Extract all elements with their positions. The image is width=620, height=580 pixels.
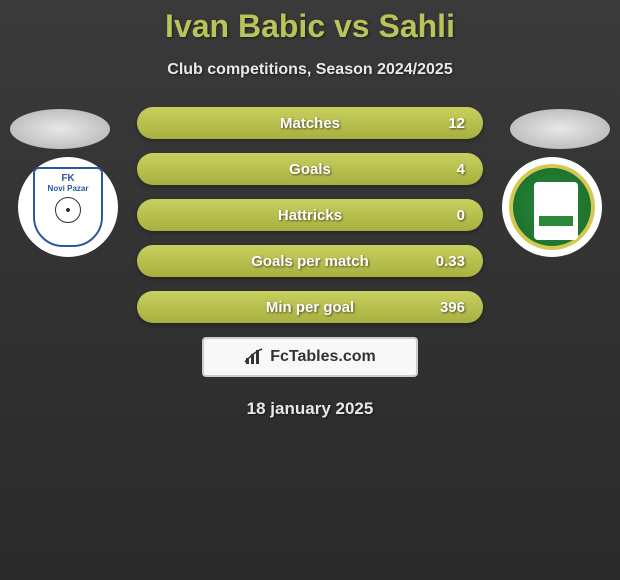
club-left-short: FK: [61, 173, 74, 184]
stat-right-value: 4: [425, 161, 465, 178]
stat-right-value: 0: [425, 207, 465, 224]
stat-right-value: 0.33: [425, 253, 465, 270]
date-text: 18 january 2025: [0, 399, 620, 419]
stat-right-value: 396: [425, 299, 465, 316]
stat-label: Goals per match: [195, 253, 425, 270]
subtitle: Club competitions, Season 2024/2025: [0, 61, 620, 79]
stat-label: Goals: [195, 161, 425, 178]
stat-label: Min per goal: [195, 299, 425, 316]
brand-text: FcTables.com: [270, 348, 376, 366]
football-icon: [55, 197, 81, 223]
brand-badge[interactable]: FcTables.com: [202, 337, 418, 377]
stat-label: Hattricks: [195, 207, 425, 224]
bar-chart-icon: [244, 348, 264, 366]
page-title: Ivan Babic vs Sahli: [0, 0, 620, 45]
stat-label: Matches: [195, 115, 425, 132]
gyori-eto-crest-icon: [509, 164, 595, 250]
club-left-sub: Novi Pazar: [48, 184, 89, 193]
stat-row-matches: Matches 12: [137, 107, 483, 139]
stat-row-goals: Goals 4: [137, 153, 483, 185]
stats-list: Matches 12 Goals 4 Hattricks 0 Goals per…: [137, 107, 483, 323]
club-logo-right: [502, 157, 602, 257]
player-silhouette-left: [10, 109, 110, 149]
comparison-area: FK Novi Pazar Matches 12 Goals 4 Hattric…: [0, 107, 620, 419]
stat-row-hattricks: Hattricks 0: [137, 199, 483, 231]
stat-row-min-per-goal: Min per goal 396: [137, 291, 483, 323]
club-logo-left: FK Novi Pazar: [18, 157, 118, 257]
novi-pazar-shield-icon: FK Novi Pazar: [33, 167, 103, 247]
stat-right-value: 12: [425, 115, 465, 132]
stat-row-goals-per-match: Goals per match 0.33: [137, 245, 483, 277]
player-silhouette-right: [510, 109, 610, 149]
